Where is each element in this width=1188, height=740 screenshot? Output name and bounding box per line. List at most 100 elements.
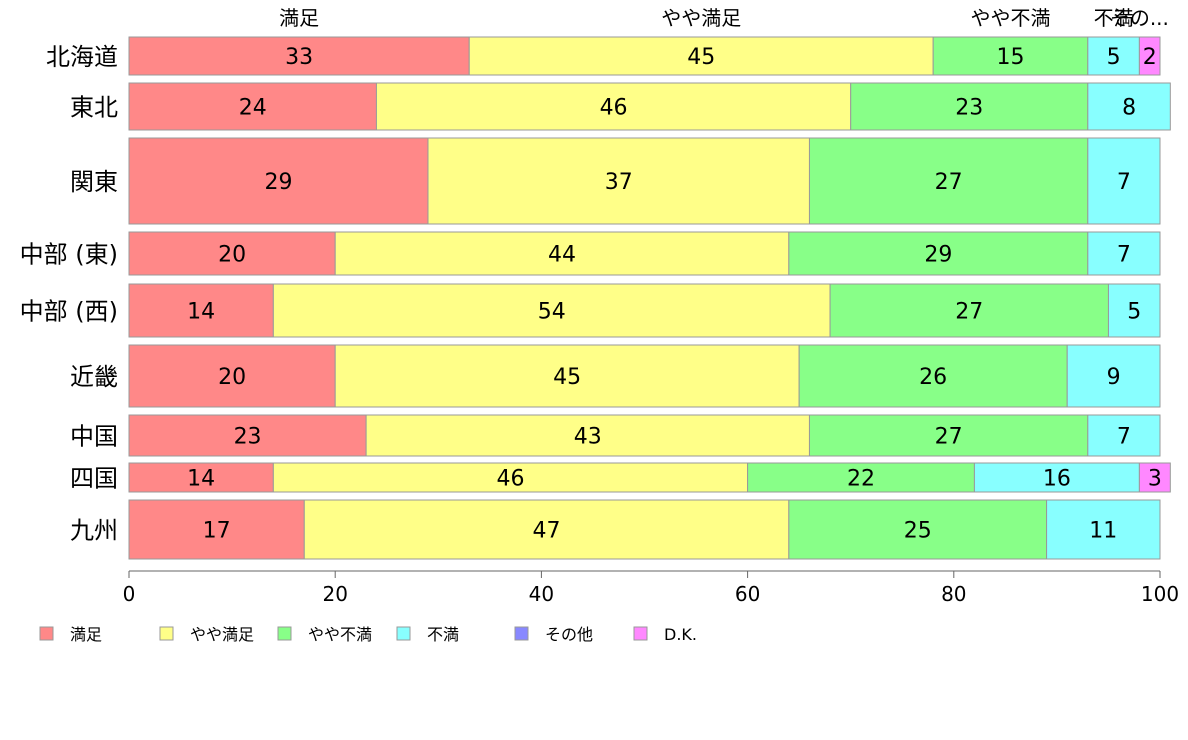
- x-tick-label: 100: [1141, 582, 1179, 606]
- bar-value-label: 44: [548, 243, 576, 268]
- top-series-label: 不満: [1094, 6, 1134, 30]
- bar-value-label: 7: [1117, 425, 1131, 450]
- bar-segment-somewhat-satisfied-7: [272, 462, 749, 493]
- bar-value-label: 5: [1107, 45, 1121, 70]
- bar-segment-satisfied-4: [128, 283, 274, 338]
- bar-value-label: 11: [1089, 519, 1117, 544]
- bar-segment-somewhat-dissatisfied-5: [798, 344, 1068, 408]
- bar-segment-dissatisfied-6: [1087, 414, 1161, 457]
- bar-value-label: 54: [538, 300, 566, 325]
- bar-value-label: 33: [285, 45, 313, 70]
- x-tick-label: 0: [123, 582, 136, 606]
- bar-value-label: 47: [533, 519, 561, 544]
- bar-segment-somewhat-dissatisfied-8: [788, 499, 1048, 560]
- bar-segment-somewhat-satisfied-6: [365, 414, 810, 457]
- legend-swatch-somewhat-satisfied: [159, 626, 174, 641]
- bar-segment-somewhat-satisfied-2: [427, 137, 810, 225]
- category-label: 中部 (西): [20, 298, 118, 326]
- category-label: 関東: [70, 168, 118, 196]
- category-label: 中部 (東): [20, 241, 118, 269]
- bar-segment-dissatisfied-4: [1107, 283, 1161, 338]
- bar-value-label: 27: [955, 300, 983, 325]
- bar-segment-somewhat-dissatisfied-0: [932, 36, 1089, 76]
- bar-segment-somewhat-dissatisfied-1: [850, 82, 1089, 131]
- bar-value-label: 29: [924, 243, 952, 268]
- legend-swatch-other: [514, 626, 529, 641]
- bar-segment-somewhat-dissatisfied-3: [788, 231, 1089, 276]
- legend-label: その他: [545, 625, 593, 644]
- bar-value-label: 45: [553, 365, 581, 390]
- bar-value-label: 17: [203, 519, 231, 544]
- bar-value-label: 24: [239, 96, 267, 121]
- bar-segment-somewhat-satisfied-1: [375, 82, 852, 131]
- bar-value-label: 29: [264, 170, 292, 195]
- bar-value-label: 5: [1127, 300, 1141, 325]
- bar-value-label: 27: [935, 425, 963, 450]
- legend-swatch-somewhat-dissatisfied: [277, 626, 292, 641]
- bar-value-label: 8: [1122, 96, 1136, 121]
- bar-segment-dissatisfied-2: [1087, 137, 1161, 225]
- bar-segment-dissatisfied-1: [1087, 82, 1171, 131]
- bar-segment-satisfied-8: [128, 499, 305, 560]
- bar-segment-satisfied-0: [128, 36, 470, 76]
- bar-value-label: 46: [600, 96, 628, 121]
- category-label: 近畿: [70, 363, 118, 391]
- bar-segment-dissatisfied-8: [1046, 499, 1161, 560]
- legend-label: やや不満: [308, 625, 372, 644]
- bar-segment-somewhat-satisfied-8: [303, 499, 790, 560]
- bar-segment-somewhat-satisfied-5: [334, 344, 800, 408]
- category-label: 中国: [70, 423, 118, 451]
- bar-value-label: 45: [687, 45, 715, 70]
- bar-value-label: 27: [935, 170, 963, 195]
- bar-value-label: 3: [1148, 467, 1162, 492]
- bar-segment-satisfied-7: [128, 462, 274, 493]
- bar-value-label: 25: [904, 519, 932, 544]
- bar-segment-satisfied-2: [128, 137, 429, 225]
- x-tick-label: 60: [735, 582, 760, 606]
- bar-segment-dk-7: [1138, 462, 1171, 493]
- bar-segment-satisfied-1: [128, 82, 377, 131]
- bar-value-label: 26: [919, 365, 947, 390]
- bar-segment-dissatisfied-3: [1087, 231, 1161, 276]
- legend-label: 満足: [70, 625, 102, 644]
- bar-segment-somewhat-satisfied-3: [334, 231, 790, 276]
- legend-label: やや満足: [190, 625, 254, 644]
- top-series-label: やや満足: [661, 6, 741, 30]
- legend-label: 不満: [427, 625, 459, 644]
- category-label: 九州: [70, 517, 118, 545]
- top-series-label: 満足: [279, 6, 319, 30]
- bar-segment-somewhat-dissatisfied-4: [829, 283, 1109, 338]
- bar-value-label: 15: [997, 45, 1025, 70]
- category-label: 四国: [70, 465, 118, 493]
- legend-swatch-dk: [633, 626, 648, 641]
- bar-value-label: 23: [234, 425, 262, 450]
- bar-value-label: 16: [1043, 467, 1071, 492]
- bar-segment-dissatisfied-5: [1066, 344, 1161, 408]
- bar-value-label: 22: [847, 467, 875, 492]
- bar-value-label: 20: [218, 243, 246, 268]
- bar-value-label: 23: [955, 96, 983, 121]
- bar-value-label: 14: [187, 300, 215, 325]
- category-label: 東北: [70, 94, 118, 122]
- bar-segment-somewhat-satisfied-4: [272, 283, 831, 338]
- bar-segment-somewhat-satisfied-0: [468, 36, 934, 76]
- bar-value-label: 7: [1117, 170, 1131, 195]
- legend-label: D.K.: [664, 625, 697, 644]
- bar-value-label: 46: [496, 467, 524, 492]
- bar-value-label: 9: [1107, 365, 1121, 390]
- top-series-label: その...: [1110, 6, 1169, 30]
- bar-value-label: 43: [574, 425, 602, 450]
- bar-segment-dk-0: [1138, 36, 1161, 76]
- x-tick-label: 40: [529, 582, 554, 606]
- category-label: 北海道: [46, 43, 118, 71]
- bar-value-label: 14: [187, 467, 215, 492]
- bar-value-label: 37: [605, 170, 633, 195]
- x-tick-label: 20: [322, 582, 347, 606]
- top-series-label: やや不満: [971, 6, 1051, 30]
- bar-value-label: 2: [1143, 45, 1157, 70]
- bar-value-label: 20: [218, 365, 246, 390]
- bar-segment-somewhat-dissatisfied-2: [808, 137, 1089, 225]
- bar-value-label: 7: [1117, 243, 1131, 268]
